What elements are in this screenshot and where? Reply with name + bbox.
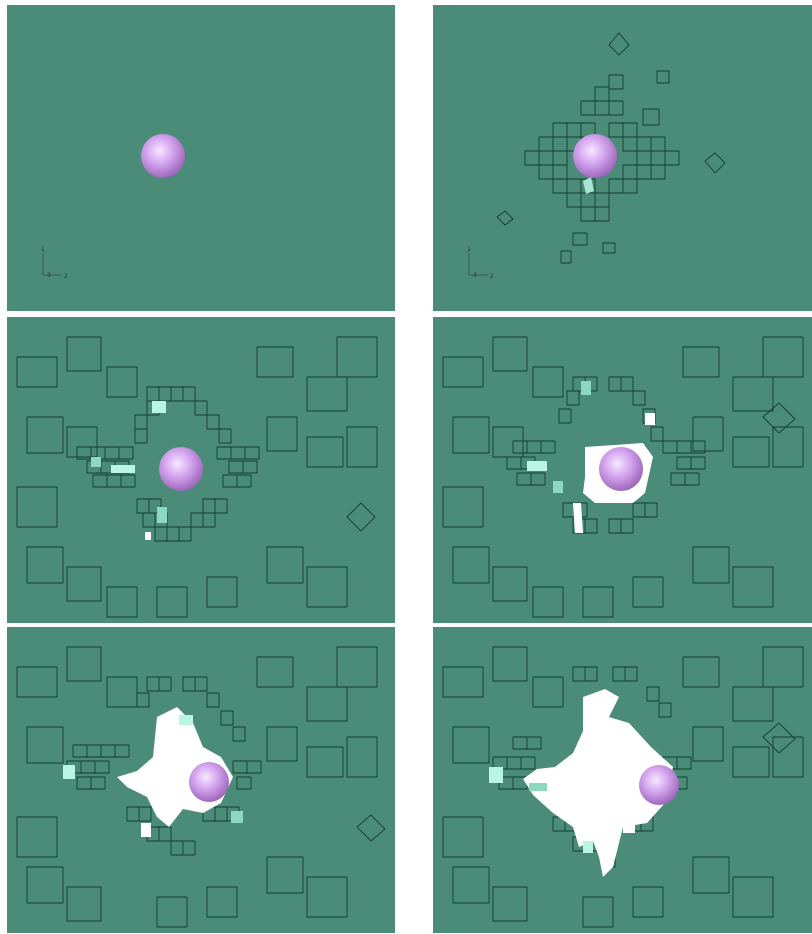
perforation-hole [523,689,673,877]
impact-frame-5 [7,627,395,933]
deformed-mesh [16,646,386,928]
deformed-mesh [496,32,726,264]
frame-5-canvas [7,627,395,933]
impact-frame-1: 1 3 2 [7,5,395,311]
projectile-sphere [141,134,185,178]
projectile-sphere [639,765,679,805]
impact-frame-3 [7,317,395,623]
deformed-mesh [16,336,378,618]
impact-frame-4 [433,317,812,623]
svg-text:3: 3 [47,272,51,279]
svg-text:1: 1 [467,246,471,253]
svg-text:2: 2 [490,273,494,280]
frame-4-canvas [433,317,812,623]
mesh-highlights [91,401,167,540]
frame-6-canvas [433,627,812,933]
projectile-sphere [573,134,617,178]
svg-text:2: 2 [64,273,68,280]
projectile-sphere [599,447,643,491]
frame-1-canvas: 1 3 2 [7,5,395,311]
axis-triad: 1 3 2 [41,246,68,280]
plate-surface [433,5,812,311]
axis-triad: 1 3 2 [467,246,494,280]
mesh-highlights [527,381,655,493]
projectile-sphere [159,447,203,491]
svg-text:1: 1 [41,246,45,253]
projectile-sphere [189,762,229,802]
plate-surface [7,5,395,311]
mesh-highlight [583,177,594,194]
frame-3-canvas [7,317,395,623]
frame-2-canvas: 1 3 2 [433,5,812,311]
impact-frame-6 [433,627,812,933]
svg-text:3: 3 [473,272,477,279]
mesh-highlights [63,715,243,837]
mesh-highlights [489,767,635,853]
impact-frame-2: 1 3 2 [433,5,812,311]
